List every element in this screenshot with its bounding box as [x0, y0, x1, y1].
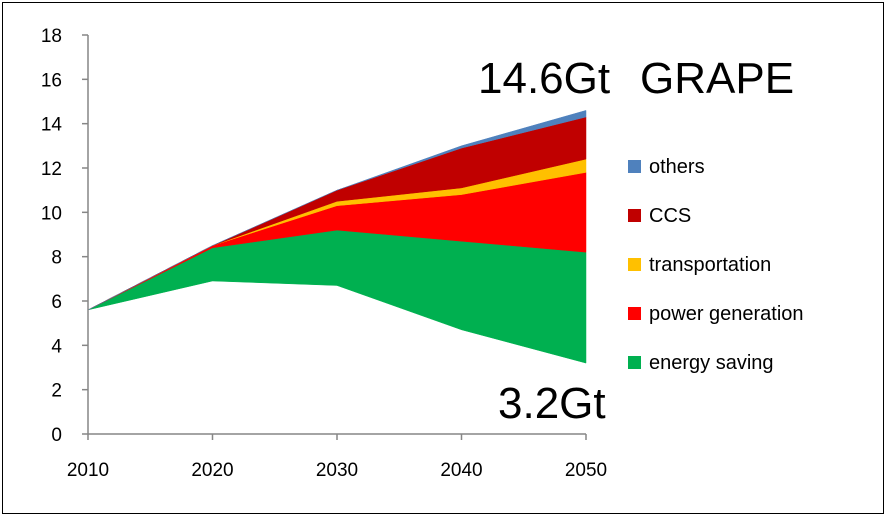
y-tick-label: 14	[41, 115, 63, 136]
area-energy-saving	[87, 229, 587, 364]
legend-swatch-power-generation	[628, 307, 641, 320]
annotation-remaining: 3.2Gt	[498, 379, 606, 428]
x-tick-label: 2040	[440, 460, 482, 481]
y-tick-label: 18	[41, 26, 62, 47]
x-tick-label: 2010	[67, 460, 109, 481]
y-tick-label: 8	[51, 248, 62, 269]
y-tick-label: 10	[41, 203, 62, 224]
legend-swatch-energy-saving	[628, 356, 641, 369]
annotation-model-name: GRAPE	[640, 54, 794, 103]
y-tick-label: 12	[41, 159, 62, 180]
legend-swatch-ccs	[628, 209, 641, 222]
y-tick-label: 16	[41, 70, 62, 91]
x-tick-label: 2020	[191, 460, 233, 481]
legend-label-energy-saving: energy saving	[649, 352, 774, 374]
legend-swatch-transportation	[628, 258, 641, 271]
x-tick-label: 2050	[565, 460, 607, 481]
legend-swatch-others	[628, 160, 641, 173]
legend-label-power-generation: power generation	[649, 303, 804, 325]
y-ticks-group: 0 2 4 6 8 10 12 14 16 18	[41, 26, 88, 446]
legend-label-others: others	[649, 156, 705, 178]
y-tick-label: 2	[51, 381, 62, 402]
legend: others CCS transportation power generation e…	[628, 156, 804, 374]
y-tick-label: 0	[51, 425, 62, 446]
area-others	[87, 110, 587, 311]
legend-label-ccs: CCS	[649, 205, 691, 227]
y-tick-label: 6	[51, 292, 62, 313]
y-tick-label: 4	[51, 336, 62, 357]
annotation-total: 14.6Gt	[478, 54, 610, 103]
legend-label-transportation: transportation	[649, 254, 771, 276]
x-tick-label: 2030	[316, 460, 358, 481]
x-ticks-group: 2010 2020 2030 2040 2050	[67, 434, 607, 481]
area-series-group	[87, 110, 587, 364]
